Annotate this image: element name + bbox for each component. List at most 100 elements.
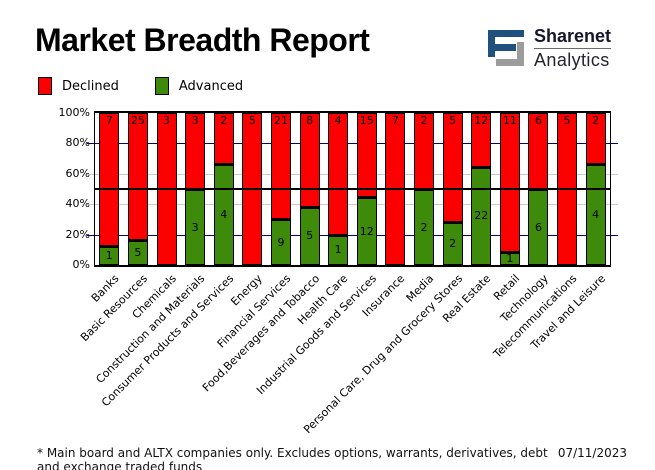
advanced-segment: 1: [99, 246, 120, 265]
advanced-count-label: 12: [359, 224, 374, 238]
stacked-bar: 25 5: [127, 113, 148, 265]
reference-line-50: [95, 188, 610, 190]
declined-segment: 6: [528, 113, 549, 189]
footer: * Main board and ALTX companies only. Ex…: [37, 446, 627, 470]
advanced-count-label: 4: [220, 207, 228, 221]
declined-count-label: 25: [130, 114, 145, 127]
report-date: 07/11/2023: [557, 446, 627, 460]
y-axis-tick: [611, 173, 618, 175]
advanced-count-label: 22: [474, 209, 489, 223]
stacked-bar: 21 9: [270, 113, 291, 265]
declined-color-swatch: [38, 77, 52, 95]
declined-count-label: 7: [105, 114, 113, 127]
advanced-count-label: 3: [191, 220, 199, 234]
declined-count-label: 2: [592, 114, 600, 127]
declined-segment: 2: [414, 113, 434, 189]
advanced-count-label: 1: [334, 243, 342, 257]
gridline-40: [95, 204, 610, 206]
declined-segment: 11: [499, 113, 520, 253]
bar-slot: 25 5: [124, 113, 153, 265]
plot-area: 7 1 25 5 3 3 3 2 4 5 21 9 8 5 4 1 15 12 7 2 2 5 2 12 22 11 1 6 6 5 2 4: [94, 111, 611, 267]
advanced-segment: 5: [299, 206, 320, 265]
declined-count-label: 6: [534, 114, 542, 127]
declined-count-label: 8: [306, 114, 314, 127]
bar-slot: 15 12: [352, 113, 381, 265]
advanced-count-label: 2: [420, 220, 428, 234]
chart-legend: Declined Advanced: [38, 77, 243, 95]
declined-count-label: 2: [420, 114, 428, 127]
advanced-segment: 9: [270, 219, 291, 265]
declined-count-label: 7: [391, 114, 399, 127]
declined-count-label: 5: [449, 114, 457, 127]
page-title: Market Breadth Report: [35, 22, 370, 58]
declined-count-label: 4: [334, 114, 342, 127]
declined-segment: 21: [270, 113, 291, 220]
y-axis-label: 20%: [65, 227, 90, 241]
advanced-count-label: 5: [134, 245, 142, 259]
declined-count-label: 3: [163, 114, 171, 127]
legend-item-advanced: Advanced: [154, 77, 244, 95]
stacked-bar: 15 12: [356, 113, 377, 265]
advanced-color-swatch: [154, 77, 169, 95]
declined-segment: 2: [585, 113, 606, 164]
declined-segment: 5: [442, 113, 463, 222]
sharenet-logo: Sharenet Analytics: [486, 27, 612, 70]
legend-label-advanced: Advanced: [178, 78, 244, 94]
advanced-segment: 12: [356, 197, 377, 265]
stacked-bar: 12 22: [471, 113, 492, 265]
advanced-count-label: 1: [105, 249, 113, 262]
gridline-80: [95, 143, 610, 145]
stacked-bar: 11 1: [499, 113, 520, 266]
declined-segment: 7: [99, 113, 120, 246]
y-axis-tick: [87, 234, 94, 236]
declined-segment: 15: [356, 113, 377, 198]
advanced-segment: 2: [442, 221, 463, 265]
y-axis-label: 100%: [58, 106, 90, 119]
declined-count-label: 5: [563, 114, 571, 127]
advanced-count-label: 5: [306, 229, 314, 243]
advanced-segment: 6: [528, 189, 549, 265]
y-axis-tick: [611, 234, 618, 236]
legend-label-declined: Declined: [62, 78, 119, 94]
declined-segment: 8: [299, 113, 320, 207]
gridline-60: [95, 173, 610, 175]
advanced-count-label: 9: [277, 235, 285, 249]
declined-segment: 3: [185, 113, 206, 189]
bar-slot: 12 22: [467, 113, 496, 265]
bar-slot: 11 1: [496, 113, 525, 265]
logo-brand-name: Sharenet: [534, 27, 612, 49]
declined-count-label: 5: [248, 114, 256, 127]
y-axis-label: 60%: [65, 166, 90, 180]
advanced-count-label: 1: [506, 252, 514, 266]
y-axis-label: 40%: [65, 197, 90, 211]
declined-count-label: 11: [502, 114, 517, 127]
y-axis-tick: [87, 204, 94, 206]
y-axis-tick: [611, 204, 618, 206]
declined-count-label: 2: [220, 114, 228, 127]
advanced-segment: 5: [127, 239, 148, 265]
gridline-20: [95, 234, 610, 236]
advanced-count-label: 2: [449, 236, 457, 250]
sharenet-logo-text: Sharenet Analytics: [534, 27, 612, 70]
bars-container: 7 1 25 5 3 3 3 2 4 5 21 9 8 5 4 1 15 12 7 2 2 5 2 12 22 11 1 6 6 5 2 4: [95, 113, 610, 265]
advanced-segment: 4: [585, 163, 606, 265]
declined-segment: 4: [328, 113, 349, 235]
declined-count-label: 21: [273, 114, 288, 127]
y-axis-tick: [87, 173, 94, 175]
advanced-segment: 2: [414, 189, 434, 265]
advanced-count-label: 4: [592, 207, 600, 221]
declined-segment: 25: [127, 113, 148, 240]
y-axis-label: 0%: [72, 258, 90, 271]
y-axis-tick: [611, 143, 618, 145]
